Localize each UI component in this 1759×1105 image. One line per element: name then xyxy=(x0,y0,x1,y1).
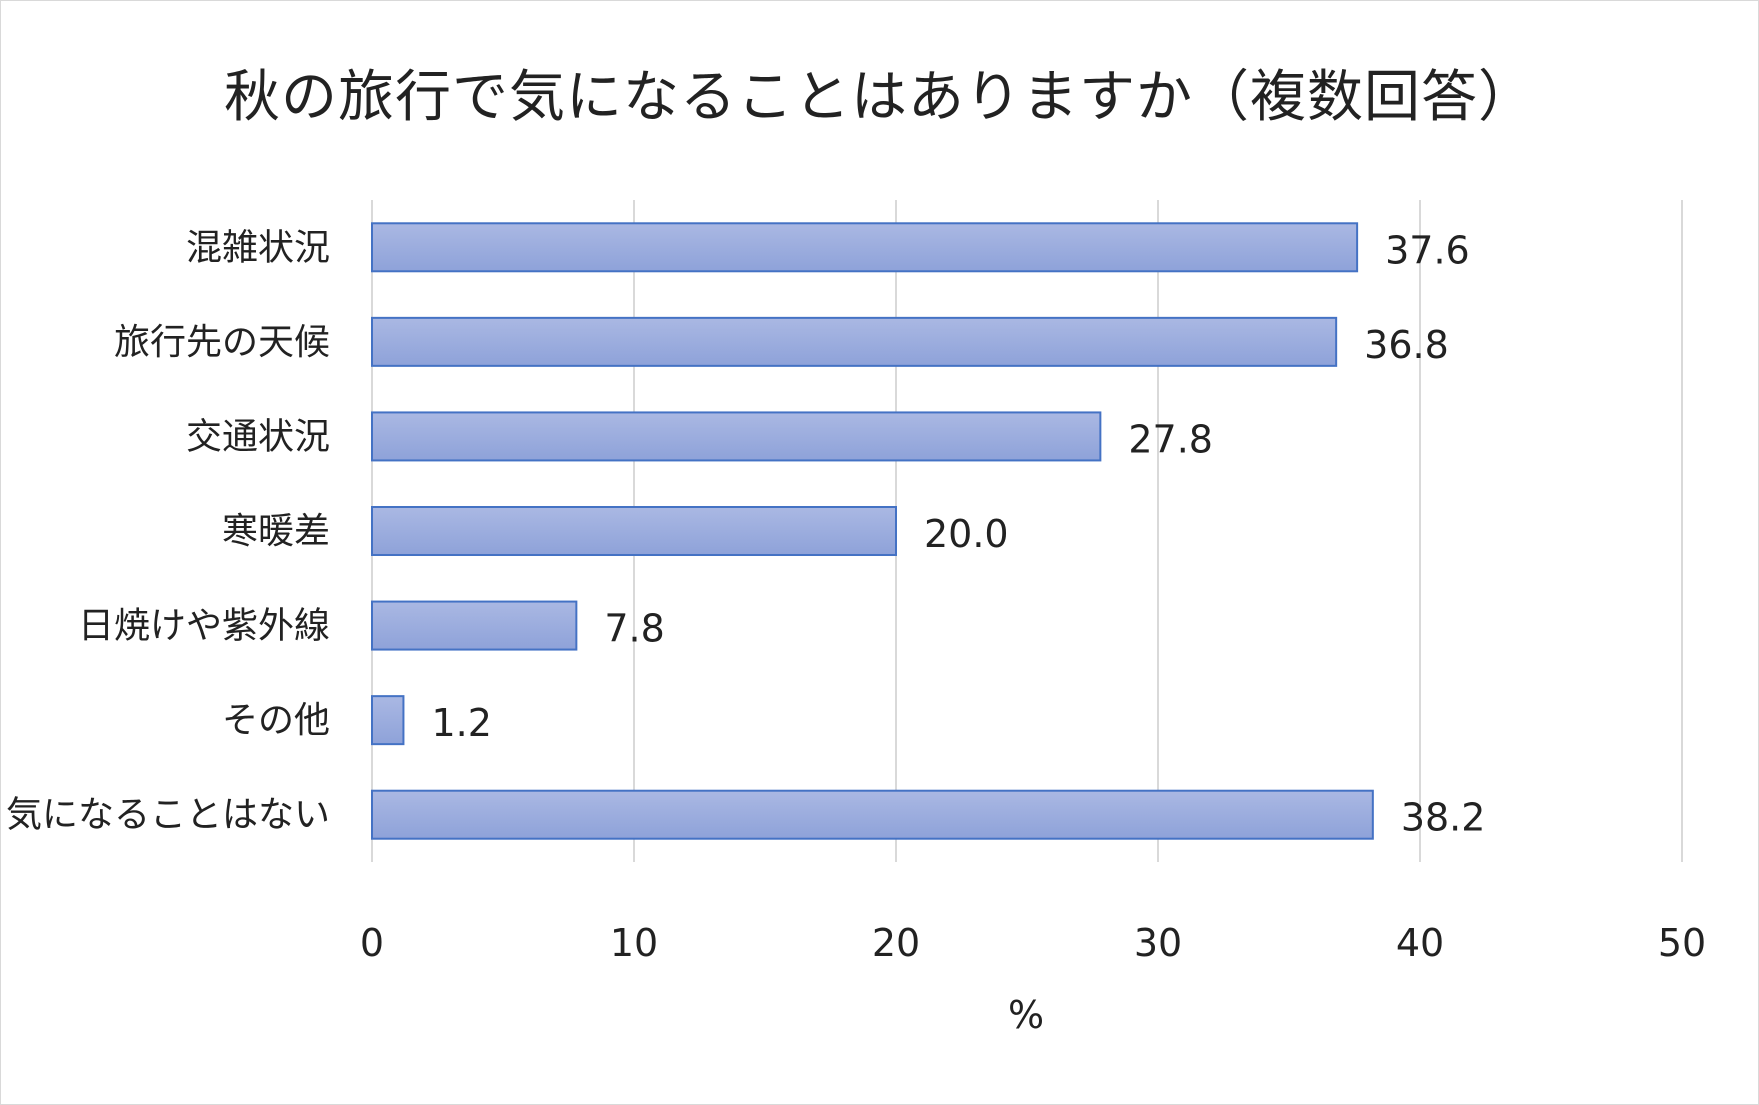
x-tick-label: 40 xyxy=(1396,921,1444,965)
bar xyxy=(371,695,405,746)
x-tick-label: 30 xyxy=(1134,921,1182,965)
data-label: 36.8 xyxy=(1364,323,1449,367)
data-label: 27.8 xyxy=(1128,417,1213,461)
data-label: 37.6 xyxy=(1385,228,1470,272)
bar xyxy=(371,316,1338,367)
category-label: 交通状況 xyxy=(186,416,330,457)
x-axis-label: % xyxy=(1008,993,1044,1037)
category-label: 気になることはない xyxy=(6,795,330,836)
bar xyxy=(371,506,897,556)
bar xyxy=(371,789,1374,840)
chart-title: 秋の旅行で気になることはありますか（複数回答） xyxy=(224,65,1535,130)
bar xyxy=(371,600,578,651)
x-tick-label: 50 xyxy=(1658,921,1706,965)
category-label: 日焼けや紫外線 xyxy=(78,606,330,647)
category-label: その他 xyxy=(222,700,330,741)
bar xyxy=(371,411,1102,462)
category-label: 旅行先の天候 xyxy=(114,322,330,363)
x-tick-label: 0 xyxy=(360,921,384,965)
x-tick-label: 20 xyxy=(872,921,920,965)
category-label: 寒暖差 xyxy=(222,511,330,552)
data-label: 1.2 xyxy=(431,701,491,745)
data-label: 38.2 xyxy=(1401,796,1486,840)
category-label: 混雑状況 xyxy=(186,227,330,268)
x-tick-label: 10 xyxy=(610,921,658,965)
data-label: 20.0 xyxy=(924,512,1009,556)
data-label: 7.8 xyxy=(604,607,664,651)
bar xyxy=(371,222,1359,273)
